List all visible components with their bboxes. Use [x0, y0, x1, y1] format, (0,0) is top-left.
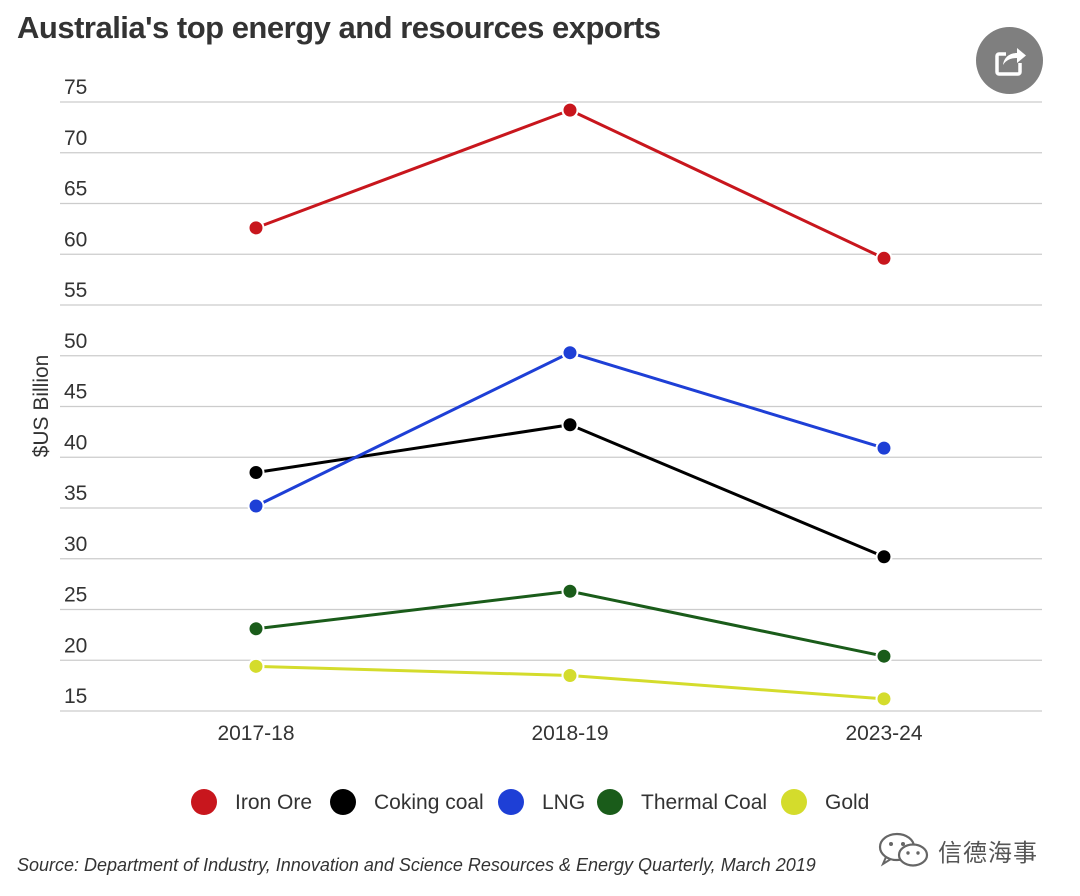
data-point-gold-2023-24[interactable] — [875, 690, 893, 708]
series-coking-coal — [247, 416, 893, 566]
legend-label-gold: Gold — [825, 791, 869, 814]
data-point-gold-2018-19[interactable] — [561, 666, 579, 684]
y-tick-label-35: 35 — [64, 482, 87, 505]
data-point-gold-2017-18[interactable] — [247, 657, 265, 675]
data-point-lng-2018-19[interactable] — [561, 344, 579, 362]
legend: Iron Ore Coking coal LNG Thermal Coal Gold — [191, 789, 869, 815]
y-tick-label-65: 65 — [64, 178, 87, 201]
legend-item-coking-coal[interactable]: Coking coal — [330, 789, 484, 815]
x-axis-ticks: 2017-18 2018-19 2023-24 — [217, 722, 922, 745]
source-note: Source: Department of Industry, Innovati… — [17, 855, 816, 875]
data-point-coking-coal-2017-18[interactable] — [247, 463, 265, 481]
x-tick-label-2018-19: 2018-19 — [531, 722, 608, 745]
y-tick-label-20: 20 — [64, 634, 87, 657]
x-tick-label-2023-24: 2023-24 — [845, 722, 922, 745]
data-point-lng-2023-24[interactable] — [875, 439, 893, 457]
y-axis-label: $US Billion — [30, 355, 53, 458]
y-tick-label-30: 30 — [64, 533, 87, 556]
series-gold — [247, 657, 893, 708]
x-tick-label-2017-18: 2017-18 — [217, 722, 294, 745]
data-point-thermal-coal-2018-19[interactable] — [561, 582, 579, 600]
legend-label-iron-ore: Iron Ore — [235, 791, 312, 814]
wechat-icon — [878, 832, 929, 867]
legend-label-lng: LNG — [542, 791, 585, 814]
series-thermal-coal — [247, 582, 893, 665]
gridlines — [60, 101, 1042, 712]
y-tick-label-60: 60 — [64, 228, 87, 251]
legend-swatch-iron-ore — [191, 789, 217, 815]
chart-title: Australia's top energy and resources exp… — [17, 10, 661, 45]
data-point-lng-2017-18[interactable] — [247, 497, 265, 515]
y-tick-label-55: 55 — [64, 279, 87, 302]
data-point-iron-ore-2018-19[interactable] — [561, 101, 579, 119]
legend-label-coking-coal: Coking coal — [374, 791, 484, 814]
legend-item-gold[interactable]: Gold — [781, 789, 869, 815]
legend-swatch-lng — [498, 789, 524, 815]
legend-label-thermal-coal: Thermal Coal — [641, 791, 767, 814]
data-point-thermal-coal-2017-18[interactable] — [247, 620, 265, 638]
share-button[interactable] — [976, 27, 1043, 94]
legend-item-lng[interactable]: LNG — [498, 789, 585, 815]
series-iron-ore — [247, 101, 893, 267]
y-tick-label-40: 40 — [64, 431, 87, 454]
watermark-text: 信德海事 — [938, 838, 1038, 867]
y-tick-label-45: 45 — [64, 381, 87, 404]
data-point-iron-ore-2023-24[interactable] — [875, 249, 893, 267]
series-line-iron-ore — [255, 108, 885, 260]
y-axis-ticks: 15 20 25 30 35 40 45 50 55 60 65 70 75 — [64, 76, 87, 708]
y-tick-label-70: 70 — [64, 127, 87, 150]
legend-swatch-coking-coal — [330, 789, 356, 815]
legend-swatch-gold — [781, 789, 807, 815]
series-lng — [247, 344, 893, 515]
y-tick-label-25: 25 — [64, 584, 87, 607]
series-line-coking-coal — [255, 423, 885, 559]
legend-item-thermal-coal[interactable]: Thermal Coal — [597, 789, 767, 815]
watermark: 信德海事 — [876, 830, 1038, 870]
data-point-coking-coal-2023-24[interactable] — [875, 548, 893, 566]
series-line-thermal-coal — [255, 589, 885, 658]
data-point-coking-coal-2018-19[interactable] — [561, 416, 579, 434]
legend-swatch-thermal-coal — [597, 789, 623, 815]
data-point-iron-ore-2017-18[interactable] — [247, 219, 265, 237]
share-icon — [995, 48, 1026, 76]
y-tick-label-15: 15 — [64, 685, 87, 708]
series — [247, 101, 893, 708]
y-tick-label-75: 75 — [64, 76, 87, 99]
y-tick-label-50: 50 — [64, 330, 87, 353]
data-point-thermal-coal-2023-24[interactable] — [875, 647, 893, 665]
legend-item-iron-ore[interactable]: Iron Ore — [191, 789, 312, 815]
